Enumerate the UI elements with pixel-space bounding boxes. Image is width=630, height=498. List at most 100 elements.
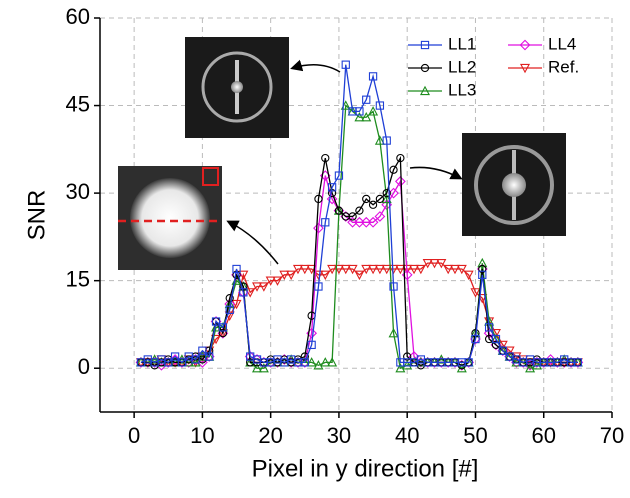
marker bbox=[314, 194, 323, 204]
marker bbox=[306, 264, 317, 275]
marker bbox=[354, 270, 365, 281]
marker bbox=[545, 354, 556, 365]
marker bbox=[321, 218, 330, 227]
marker bbox=[170, 352, 180, 361]
marker bbox=[354, 111, 365, 122]
marker bbox=[374, 135, 385, 145]
marker bbox=[402, 264, 413, 275]
marker bbox=[286, 270, 297, 281]
y-axis-title: SNR bbox=[23, 190, 50, 241]
x-tick-label: 10 bbox=[190, 423, 214, 448]
marker bbox=[251, 362, 263, 373]
marker bbox=[327, 264, 338, 275]
marker bbox=[470, 288, 481, 298]
marker bbox=[327, 357, 338, 367]
marker bbox=[362, 194, 371, 204]
marker bbox=[368, 200, 378, 209]
arrow bbox=[409, 166, 463, 180]
marker bbox=[573, 358, 583, 367]
marker bbox=[422, 259, 433, 269]
marker bbox=[368, 264, 379, 275]
plot-area bbox=[135, 60, 584, 373]
marker bbox=[321, 153, 330, 163]
legend-marker bbox=[519, 63, 531, 74]
marker bbox=[415, 264, 426, 275]
marker bbox=[327, 183, 337, 192]
x-tick-label: 70 bbox=[600, 423, 624, 448]
marker bbox=[218, 329, 228, 338]
marker bbox=[251, 282, 263, 292]
marker bbox=[164, 358, 173, 367]
marker bbox=[389, 282, 398, 291]
marker bbox=[340, 264, 351, 275]
marker bbox=[361, 264, 372, 275]
arrow bbox=[226, 220, 279, 265]
marker bbox=[225, 294, 234, 303]
marker bbox=[471, 334, 480, 344]
marker bbox=[374, 264, 385, 275]
marker bbox=[348, 212, 357, 221]
marker bbox=[367, 216, 379, 228]
x-tick-label: 60 bbox=[531, 423, 555, 448]
marker bbox=[478, 264, 487, 274]
marker bbox=[190, 357, 201, 367]
marker bbox=[368, 72, 378, 81]
marker bbox=[498, 346, 507, 355]
marker bbox=[205, 352, 214, 361]
marker bbox=[334, 206, 344, 215]
marker bbox=[443, 264, 454, 275]
marker bbox=[320, 357, 331, 367]
marker bbox=[478, 270, 487, 279]
marker bbox=[375, 194, 385, 204]
marker bbox=[375, 101, 385, 110]
marker bbox=[381, 264, 392, 275]
inset-left bbox=[118, 166, 222, 270]
y-tick-label: 30 bbox=[66, 179, 90, 204]
marker bbox=[395, 362, 406, 373]
marker bbox=[347, 264, 358, 275]
x-axis-title: Pixel in y direction [#] bbox=[252, 455, 479, 482]
marker bbox=[477, 257, 488, 268]
marker bbox=[449, 264, 461, 275]
legend-label: LL4 bbox=[548, 34, 576, 53]
inset-top bbox=[185, 37, 289, 138]
legend-label: Ref. bbox=[548, 57, 579, 76]
x-tick-label: 40 bbox=[395, 423, 419, 448]
y-tick-label: 60 bbox=[66, 4, 90, 29]
marker bbox=[402, 360, 413, 370]
marker bbox=[381, 193, 392, 204]
marker bbox=[341, 60, 350, 69]
marker bbox=[334, 171, 344, 180]
marker bbox=[388, 264, 399, 275]
marker bbox=[258, 362, 269, 373]
marker bbox=[211, 317, 221, 326]
marker bbox=[388, 327, 399, 338]
marker bbox=[394, 176, 406, 187]
legend-marker bbox=[519, 39, 531, 51]
marker bbox=[361, 111, 372, 122]
marker bbox=[368, 106, 379, 116]
marker bbox=[299, 264, 310, 275]
marker bbox=[320, 270, 331, 281]
marker bbox=[456, 264, 467, 275]
marker bbox=[362, 95, 371, 104]
marker bbox=[463, 270, 474, 281]
marker bbox=[300, 352, 309, 361]
marker bbox=[306, 357, 317, 367]
arrow bbox=[290, 59, 341, 73]
legend-marker bbox=[420, 63, 430, 73]
marker bbox=[409, 264, 420, 275]
legend: LL1 LL2 LL3 LL4 Ref. bbox=[408, 34, 579, 99]
legend-marker bbox=[420, 40, 430, 50]
marker bbox=[265, 276, 276, 286]
marker bbox=[313, 360, 324, 370]
marker bbox=[307, 340, 316, 350]
marker bbox=[225, 305, 234, 315]
marker bbox=[313, 222, 324, 234]
marker bbox=[395, 264, 406, 275]
marker bbox=[313, 270, 324, 281]
y-tick-label: 45 bbox=[66, 91, 90, 116]
marker bbox=[218, 323, 228, 332]
marker bbox=[403, 352, 412, 361]
